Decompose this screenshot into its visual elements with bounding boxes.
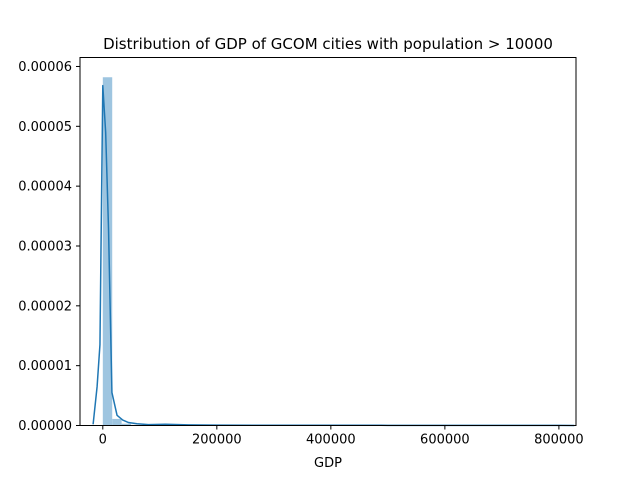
x-tick-label-3: 600000 <box>420 433 470 448</box>
x-tick-label-1: 200000 <box>192 433 242 448</box>
y-tick-label-3: 0.00003 <box>18 239 72 254</box>
y-tick-label-5: 0.00005 <box>18 120 72 135</box>
histogram-bar-1 <box>112 418 122 426</box>
x-tick-label-2: 400000 <box>306 433 356 448</box>
kde-curve <box>92 84 575 427</box>
x-tick-label-0: 0 <box>99 433 107 448</box>
histogram-bar-0 <box>102 77 113 426</box>
y-tick-label-4: 0.00004 <box>18 180 72 195</box>
histogram-bar-2 <box>121 423 132 426</box>
y-tick-label-1: 0.00001 <box>18 359 72 374</box>
y-tick-label-6: 0.00006 <box>18 60 72 75</box>
x-axis-label: GDP <box>314 456 342 471</box>
y-axis: 0.00000 0.00001 0.00002 0.00003 0.00004 0.000… <box>18 60 80 434</box>
chart-title: Distribution of GDP of GCOM cities with … <box>103 35 553 53</box>
y-tick-label-0: 0.00000 <box>18 419 72 434</box>
kde-line <box>92 84 575 427</box>
x-tick-label-4: 800000 <box>534 433 584 448</box>
x-axis: 0 200000 400000 600000 800000 <box>99 425 584 448</box>
plot-frame <box>79 57 577 426</box>
y-tick-label-2: 0.00002 <box>18 299 72 314</box>
histogram-bars <box>102 77 564 426</box>
